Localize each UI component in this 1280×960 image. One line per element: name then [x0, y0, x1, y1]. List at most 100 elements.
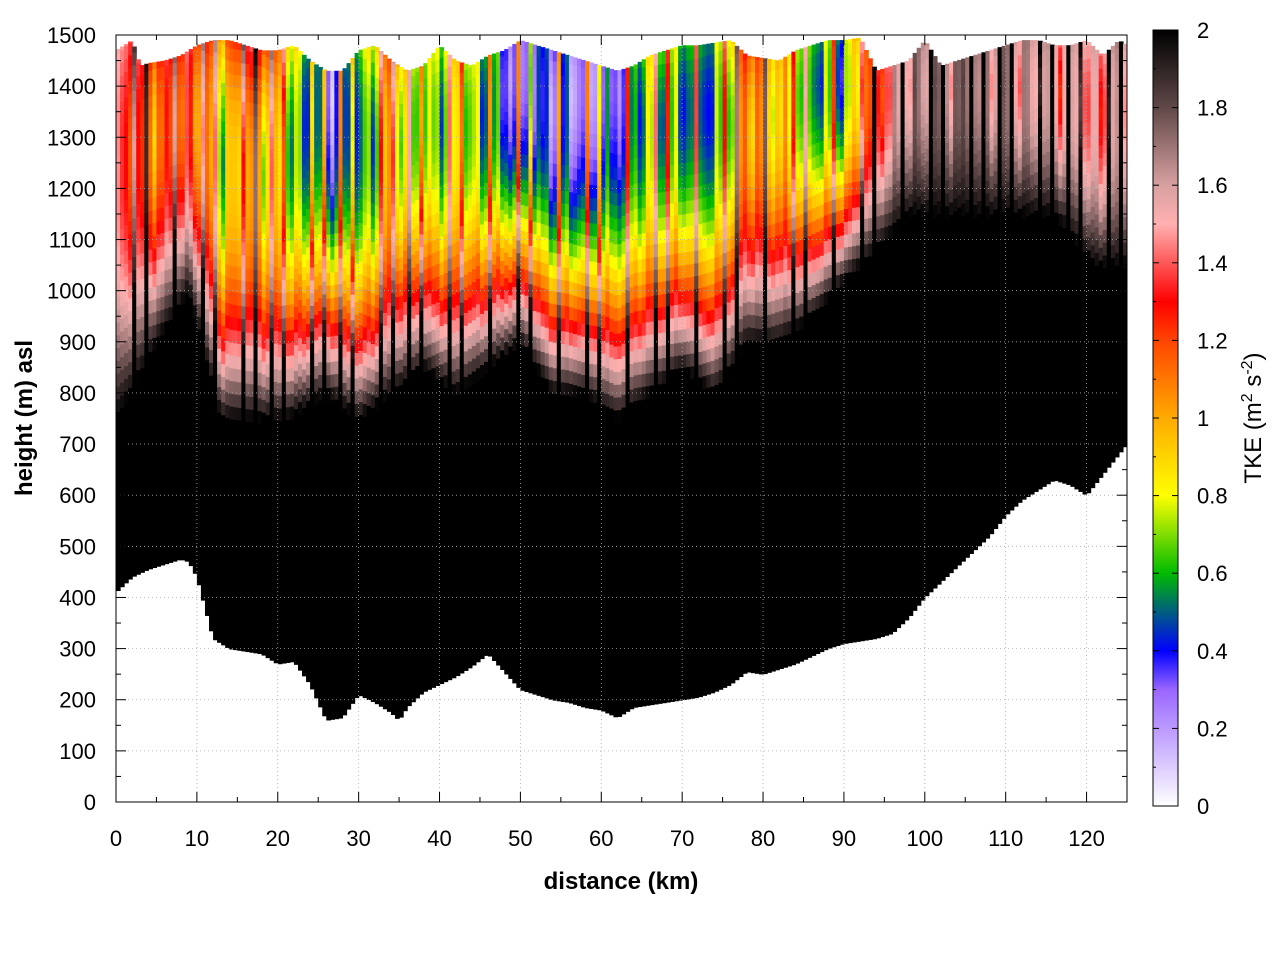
tke-cell: [277, 382, 283, 396]
tke-cell: [459, 596, 465, 610]
tke-cell: [338, 70, 344, 80]
tke-cell: [508, 282, 513, 296]
tke-cell: [386, 493, 392, 508]
tke-cell: [326, 374, 331, 389]
tke-cell: [229, 469, 234, 484]
tke-cell: [128, 323, 133, 337]
tke-cell: [217, 309, 222, 324]
tke-cell: [463, 401, 469, 416]
tke-cell: [326, 285, 331, 299]
tke-cell: [447, 117, 453, 131]
tke-cell: [209, 55, 214, 69]
tke-cell: [516, 342, 521, 356]
tke-cell: [128, 540, 133, 554]
tke-cell: [148, 428, 153, 442]
tke-cell: [403, 659, 408, 673]
tke-cell: [273, 253, 279, 267]
tke-cell: [435, 148, 441, 162]
tke-cell: [378, 565, 384, 579]
tke-cell: [354, 326, 360, 341]
tke-cell: [289, 648, 295, 663]
tke-cell: [148, 236, 153, 250]
tke-cell: [374, 550, 380, 564]
tke-cell: [148, 146, 153, 161]
tke-cell: [124, 288, 129, 303]
tke-cell: [342, 599, 348, 614]
tke-cell: [342, 650, 348, 665]
tke-cell: [322, 281, 327, 295]
tke-cell: [395, 270, 400, 285]
tke-cell: [374, 243, 380, 257]
tke-cell: [492, 634, 497, 649]
tke-cell: [229, 137, 234, 151]
tke-cell: [528, 283, 534, 298]
tke-cell: [395, 705, 400, 719]
tke-cell: [451, 89, 457, 104]
tke-cell: [269, 212, 275, 227]
tke-cell: [293, 165, 299, 180]
tke-cell: [403, 186, 408, 200]
tke-cell: [148, 274, 153, 289]
tke-cell: [496, 626, 501, 640]
tke-cell: [443, 221, 449, 235]
tke-cell: [504, 162, 509, 176]
tke-cell: [136, 228, 141, 243]
tke-cell: [370, 228, 376, 242]
tke-cell: [314, 365, 319, 379]
tke-cell: [180, 329, 186, 344]
tke-cell: [463, 350, 469, 365]
tke-cell: [265, 631, 271, 646]
tke-cell: [512, 56, 517, 70]
tke-cell: [463, 146, 469, 160]
tke-cell: [200, 127, 206, 141]
tke-cell: [318, 399, 323, 414]
tke-cell: [447, 334, 453, 348]
tke-cell: [427, 126, 433, 141]
tke-cell: [484, 514, 489, 529]
tke-cell: [435, 544, 441, 559]
tke-cell: [330, 604, 335, 618]
tke-cell: [463, 261, 469, 275]
tke-cell: [346, 478, 352, 493]
tke-cell: [200, 510, 206, 524]
tke-cell: [265, 210, 271, 224]
tke-cell: [237, 74, 242, 89]
tke-cell: [168, 293, 174, 308]
tke-cell: [512, 69, 517, 83]
tke-cell: [382, 159, 388, 173]
tke-cell: [200, 254, 206, 269]
tke-cell: [277, 650, 283, 665]
tke-cell: [415, 275, 420, 290]
tke-cell: [265, 235, 271, 250]
tke-cell: [160, 219, 166, 234]
tke-cell: [318, 323, 323, 337]
tke-cell: [403, 518, 408, 533]
tke-cell: [479, 479, 485, 493]
tke-cell: [140, 444, 145, 458]
tke-cell: [378, 488, 384, 503]
tke-cell: [281, 394, 287, 408]
tke-cell: [136, 510, 141, 524]
tke-cell: [500, 413, 505, 428]
tke-cell: [338, 564, 344, 578]
tke-cell: [168, 178, 174, 193]
tke-cell: [484, 284, 489, 298]
tke-cell: [326, 617, 331, 631]
tke-cell: [257, 308, 263, 322]
tke-cell: [229, 636, 234, 650]
tke-cell: [318, 668, 323, 682]
tke-cell: [265, 401, 271, 416]
tke-cell: [140, 367, 145, 382]
tke-cell: [354, 518, 360, 532]
tke-cell: [192, 49, 198, 63]
tke-cell: [148, 440, 153, 455]
tke-cell: [249, 409, 255, 423]
tke-cell: [463, 619, 469, 633]
tke-cell: [338, 666, 344, 681]
tke-cell: [277, 126, 283, 141]
tke-cell: [221, 580, 226, 595]
tke-cell: [536, 311, 542, 326]
tke-cell: [285, 278, 291, 293]
tke-cell: [217, 450, 222, 464]
tke-cell: [204, 244, 210, 259]
